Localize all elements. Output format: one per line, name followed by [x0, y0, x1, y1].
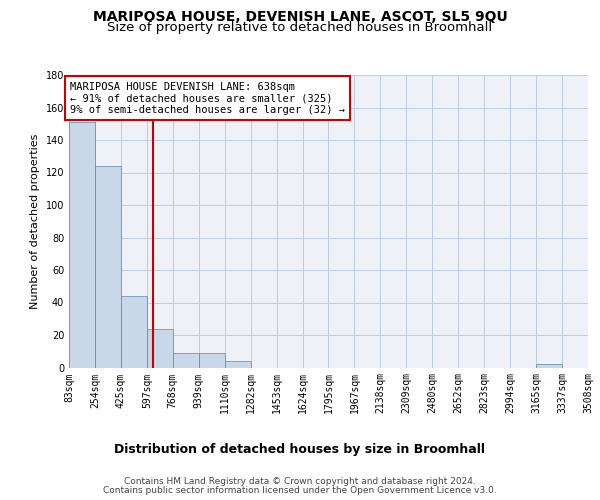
Text: Contains HM Land Registry data © Crown copyright and database right 2024.: Contains HM Land Registry data © Crown c… — [124, 478, 476, 486]
Bar — [173, 353, 199, 368]
Text: Contains public sector information licensed under the Open Government Licence v3: Contains public sector information licen… — [103, 486, 497, 495]
Text: Size of property relative to detached houses in Broomhall: Size of property relative to detached ho… — [107, 22, 493, 35]
Bar — [199, 353, 224, 368]
Bar — [147, 328, 173, 368]
Text: Distribution of detached houses by size in Broomhall: Distribution of detached houses by size … — [115, 442, 485, 456]
Bar — [224, 361, 251, 368]
Text: MARIPOSA HOUSE DEVENISH LANE: 638sqm
← 91% of detached houses are smaller (325)
: MARIPOSA HOUSE DEVENISH LANE: 638sqm ← 9… — [70, 82, 345, 114]
Text: MARIPOSA HOUSE, DEVENISH LANE, ASCOT, SL5 9QU: MARIPOSA HOUSE, DEVENISH LANE, ASCOT, SL… — [92, 10, 508, 24]
Bar — [69, 122, 95, 368]
Bar — [95, 166, 121, 368]
Y-axis label: Number of detached properties: Number of detached properties — [30, 134, 40, 309]
Bar — [121, 296, 147, 368]
Bar — [536, 364, 562, 368]
